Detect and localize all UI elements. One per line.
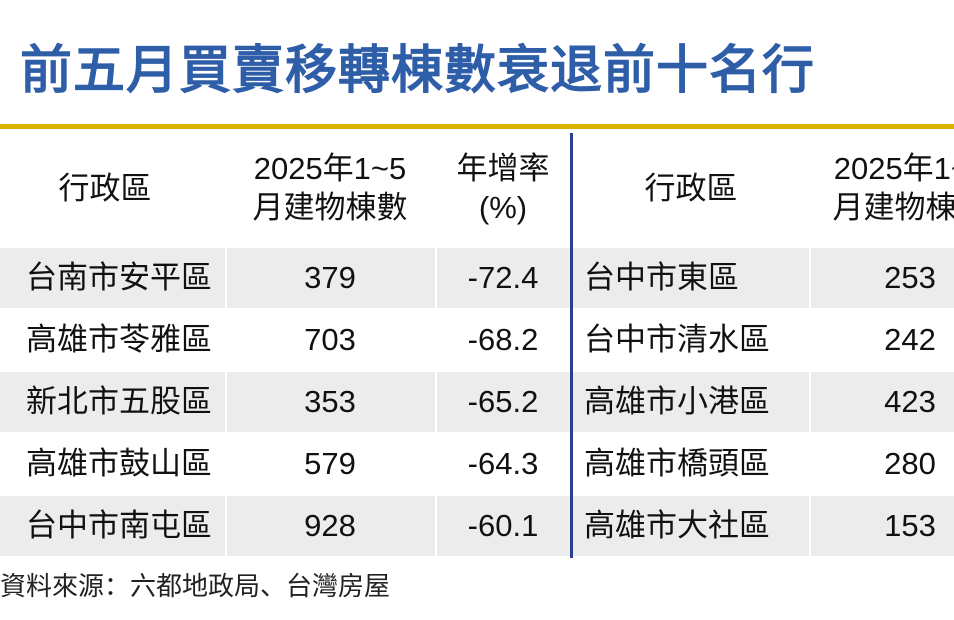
table-cell: 高雄市大社區 [584, 507, 770, 543]
header-cell: 2025年1~5 月建物棟數 [832, 151, 954, 225]
row-background [0, 496, 954, 556]
row-background [0, 372, 954, 432]
table-cell: 280 [884, 445, 936, 481]
table-cell: 253 [884, 259, 936, 295]
table-divider [570, 133, 573, 558]
table-cell: 高雄市橋頭區 [584, 445, 770, 481]
table-cell: 高雄市小港區 [584, 383, 770, 419]
table-cell: 高雄市鼓山區 [26, 445, 212, 481]
header-cell: 行政區 [58, 170, 152, 206]
title-rule [0, 124, 954, 129]
source-note: 資料來源：六都地政局、台灣房屋 [0, 571, 391, 601]
table-cell: 153 [884, 507, 936, 543]
header-cell: 2025年1~5 月建物棟數 [252, 151, 408, 225]
table-cell: -72.4 [467, 259, 539, 295]
title: 前五月買賣移轉棟數衰退前十名行 [20, 42, 816, 100]
table-cell: 台中市南屯區 [26, 507, 212, 543]
table-cell: 353 [304, 383, 356, 419]
row-background [0, 248, 954, 308]
table-cell: 台南市安平區 [26, 259, 212, 295]
column-separator [809, 248, 811, 558]
column-separator [435, 248, 437, 558]
table-cell: 台中市東區 [584, 259, 739, 295]
table-cell: 579 [304, 445, 356, 481]
table-cell: -60.1 [467, 507, 539, 543]
table-cell: 379 [304, 259, 356, 295]
header-cell: 年增率 (%) [456, 151, 550, 225]
table-cell: 高雄市苓雅區 [26, 321, 212, 357]
table-cell: -68.2 [467, 321, 539, 357]
column-separator [225, 248, 227, 558]
table-cell: -65.2 [467, 383, 539, 419]
table-cell: 703 [304, 321, 356, 357]
table-cell: 928 [304, 507, 356, 543]
table-cell: 242 [884, 321, 936, 357]
table-cell: 新北市五股區 [26, 383, 212, 419]
table-cell: 423 [884, 383, 936, 419]
header-cell: 行政區 [644, 170, 738, 206]
table-cell: 台中市清水區 [584, 321, 770, 357]
table-cell: -64.3 [467, 445, 539, 481]
